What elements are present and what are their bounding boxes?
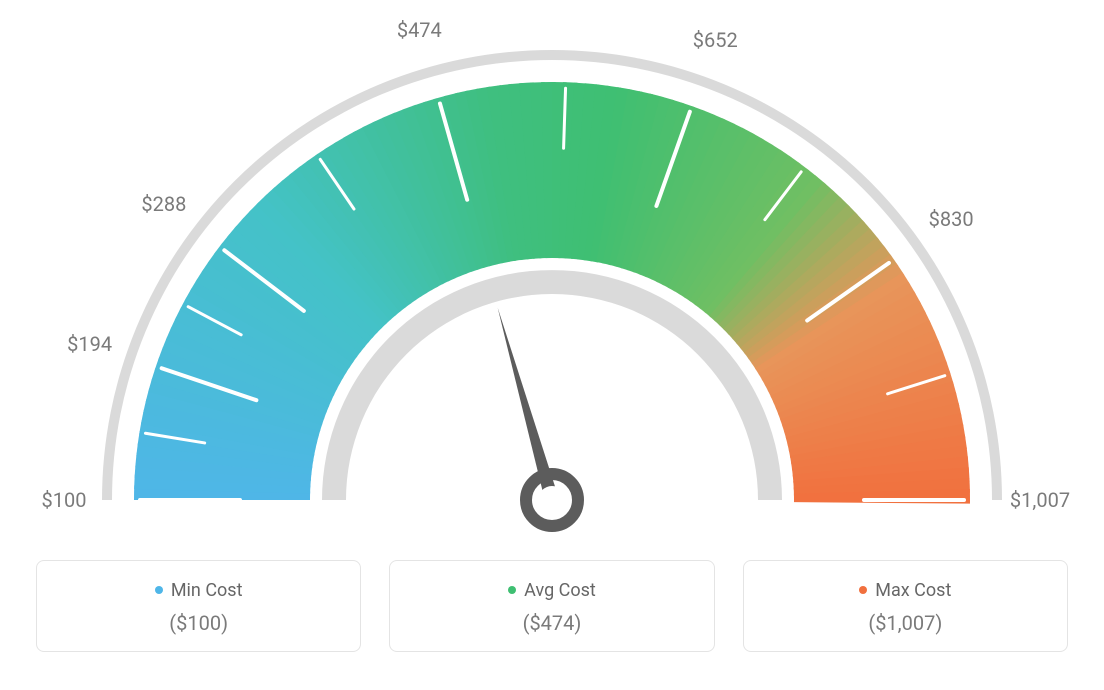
legend-max-value: ($1,007) — [754, 611, 1057, 635]
legend-avg-title: Avg Cost — [508, 580, 596, 601]
legend-min-value: ($100) — [47, 611, 350, 635]
cost-gauge: $100 $194 $288 $474 $652 $830 $1,007 — [0, 0, 1104, 560]
legend-min: Min Cost ($100) — [36, 560, 361, 652]
gauge-tick-label: $830 — [929, 207, 974, 231]
legend-avg-dot — [508, 586, 516, 594]
legend-max: Max Cost ($1,007) — [743, 560, 1068, 652]
legend-min-label: Min Cost — [171, 580, 243, 601]
gauge-tick-label: $652 — [693, 28, 738, 52]
legend-row: Min Cost ($100) Avg Cost ($474) Max Cost… — [0, 560, 1104, 672]
gauge-tick-label: $194 — [67, 332, 112, 356]
gauge-tick-label: $1,007 — [1010, 488, 1070, 512]
gauge-tick-label: $474 — [397, 18, 442, 42]
legend-max-label: Max Cost — [875, 580, 951, 601]
legend-min-title: Min Cost — [155, 580, 243, 601]
legend-avg: Avg Cost ($474) — [389, 560, 714, 652]
gauge-svg — [0, 0, 1104, 560]
legend-avg-label: Avg Cost — [524, 580, 596, 601]
legend-max-dot — [859, 586, 867, 594]
legend-avg-value: ($474) — [400, 611, 703, 635]
legend-min-dot — [155, 586, 163, 594]
legend-max-title: Max Cost — [859, 580, 951, 601]
gauge-tick-label: $100 — [42, 488, 87, 512]
gauge-tick-label: $288 — [141, 192, 186, 216]
